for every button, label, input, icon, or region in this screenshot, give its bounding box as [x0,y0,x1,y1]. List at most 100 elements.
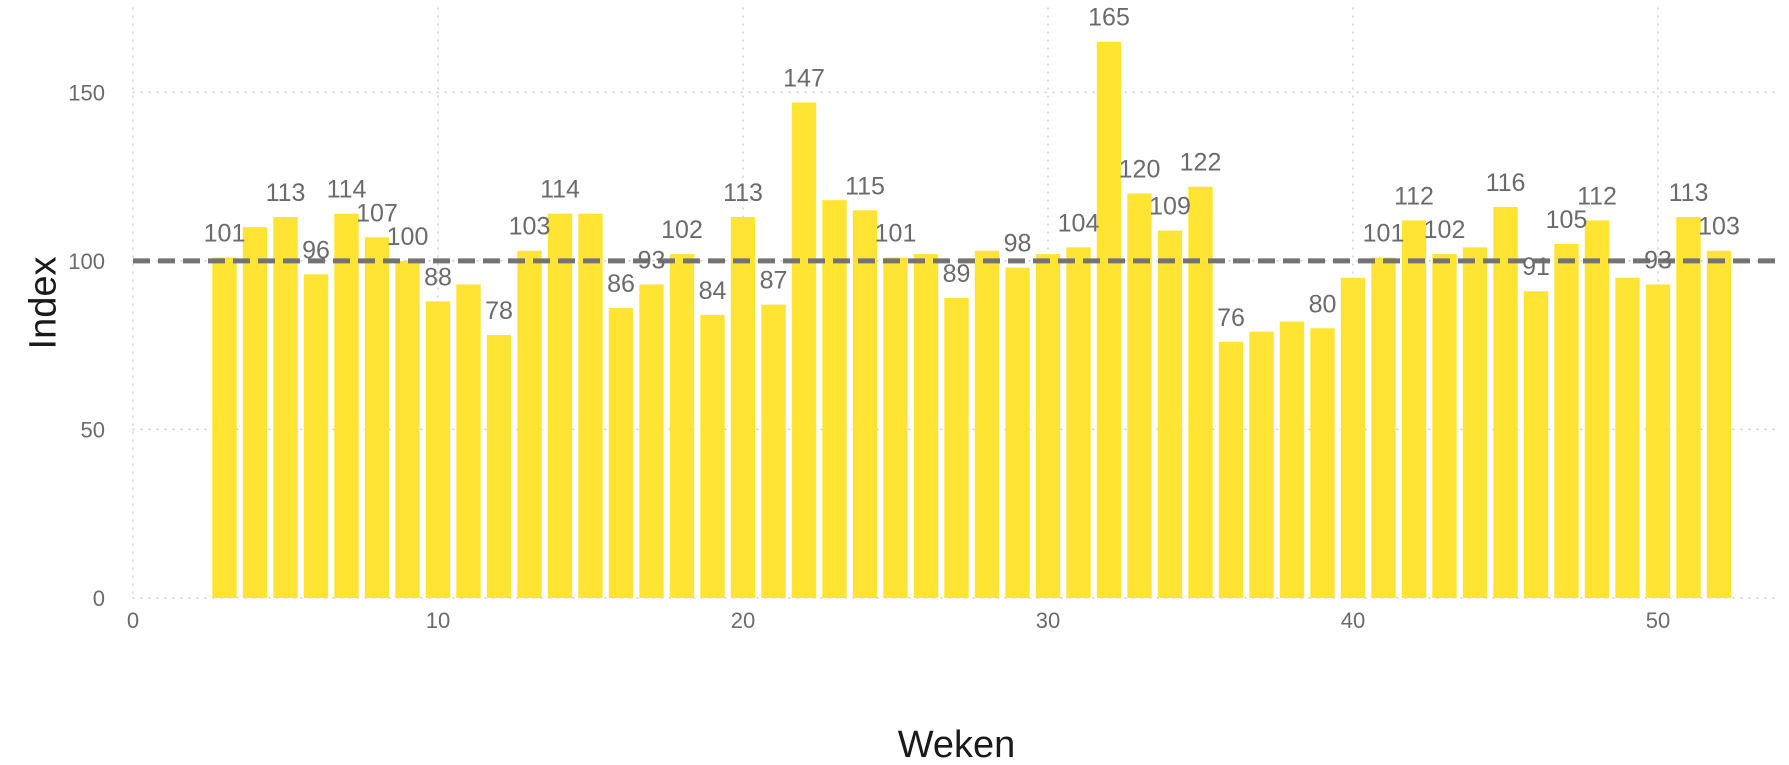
bar [944,297,969,598]
x-tick-label: 40 [1341,608,1365,633]
data-label: 112 [1577,182,1617,210]
data-label: 102 [661,216,703,244]
data-label: 100 [387,223,429,251]
bar [1615,277,1640,598]
data-label: 84 [699,277,727,305]
data-label: 103 [1698,213,1740,241]
data-label: 113 [1669,179,1709,207]
data-label: 98 [1004,230,1032,258]
data-label: 78 [485,297,513,325]
y-tick-label: 0 [93,586,105,611]
bar [1401,220,1427,598]
bar [1554,244,1579,598]
bar [486,335,512,598]
bar [1127,193,1152,598]
bar [1462,247,1488,598]
data-label: 113 [723,179,763,207]
bar [883,257,908,598]
bar [517,250,542,598]
data-label: 120 [1119,155,1161,183]
bars [212,41,1732,599]
bar [1066,247,1091,598]
bar [1279,321,1305,598]
data-label: 80 [1309,290,1337,318]
bar [212,257,237,598]
x-tick-label: 10 [426,608,450,633]
bar [1096,41,1122,598]
bar [639,284,664,598]
data-label: 115 [845,172,885,200]
bar [456,284,481,598]
data-label: 87 [760,267,788,295]
data-label: 103 [509,213,551,241]
bar [273,217,298,598]
data-label: 91 [1522,253,1550,281]
data-label: 101 [204,219,246,247]
bar [1218,341,1244,598]
y-tick-label: 100 [68,249,105,274]
data-label: 122 [1180,149,1222,177]
data-label: 113 [266,179,306,207]
bar [1584,220,1610,598]
bar [1035,254,1061,598]
bar [364,237,390,598]
y-tick-label: 50 [81,417,105,442]
data-labels: 1011139611410710088781031148693102841138… [204,4,1740,332]
bar [669,254,695,598]
bar [547,213,573,598]
data-label: 109 [1149,193,1191,221]
data-label: 102 [1424,216,1466,244]
bar [761,304,786,598]
data-label: 105 [1546,206,1588,234]
data-label: 93 [638,246,666,274]
bar [822,200,847,598]
x-tick-label: 20 [731,608,755,633]
bar [1157,230,1183,598]
data-label: 165 [1088,4,1130,32]
bar [1310,328,1335,598]
data-label: 88 [424,263,452,291]
bar [791,102,817,599]
data-label: 86 [607,270,635,298]
bar [1188,186,1213,598]
bar [730,217,756,598]
bar [1432,254,1457,598]
data-label: 76 [1217,304,1245,332]
bar [913,254,939,598]
bar [1005,267,1030,598]
data-label: 114 [327,176,367,204]
bar [395,260,420,598]
bar [425,301,451,598]
data-label: 93 [1644,246,1672,274]
y-tick-label: 150 [68,80,105,105]
x-tick-label: 0 [127,608,139,633]
data-label: 101 [875,219,917,247]
bar [578,213,603,598]
x-axis-title: Weken [898,724,1016,765]
bar [852,210,878,599]
data-label: 114 [540,176,580,204]
data-label: 112 [1394,182,1434,210]
data-label: 116 [1486,169,1526,197]
data-label: 96 [302,236,330,264]
bar [1340,277,1366,598]
bar [1249,331,1274,598]
tick-labels: 0 50 100 150 0 10 20 30 40 50 [68,80,1670,633]
data-label: 101 [1363,219,1405,247]
data-label: 147 [783,64,825,92]
bar [1645,284,1671,598]
y-axis-title: Index [22,257,64,350]
x-tick-label: 30 [1036,608,1060,633]
bar [1706,250,1732,598]
bar [1493,206,1518,598]
data-label: 104 [1058,209,1100,237]
bar [608,308,634,598]
bar [700,314,725,598]
bar [1676,217,1701,598]
bar [974,250,1000,598]
bar [1371,257,1396,598]
bar [242,227,268,598]
bar [1523,291,1549,598]
